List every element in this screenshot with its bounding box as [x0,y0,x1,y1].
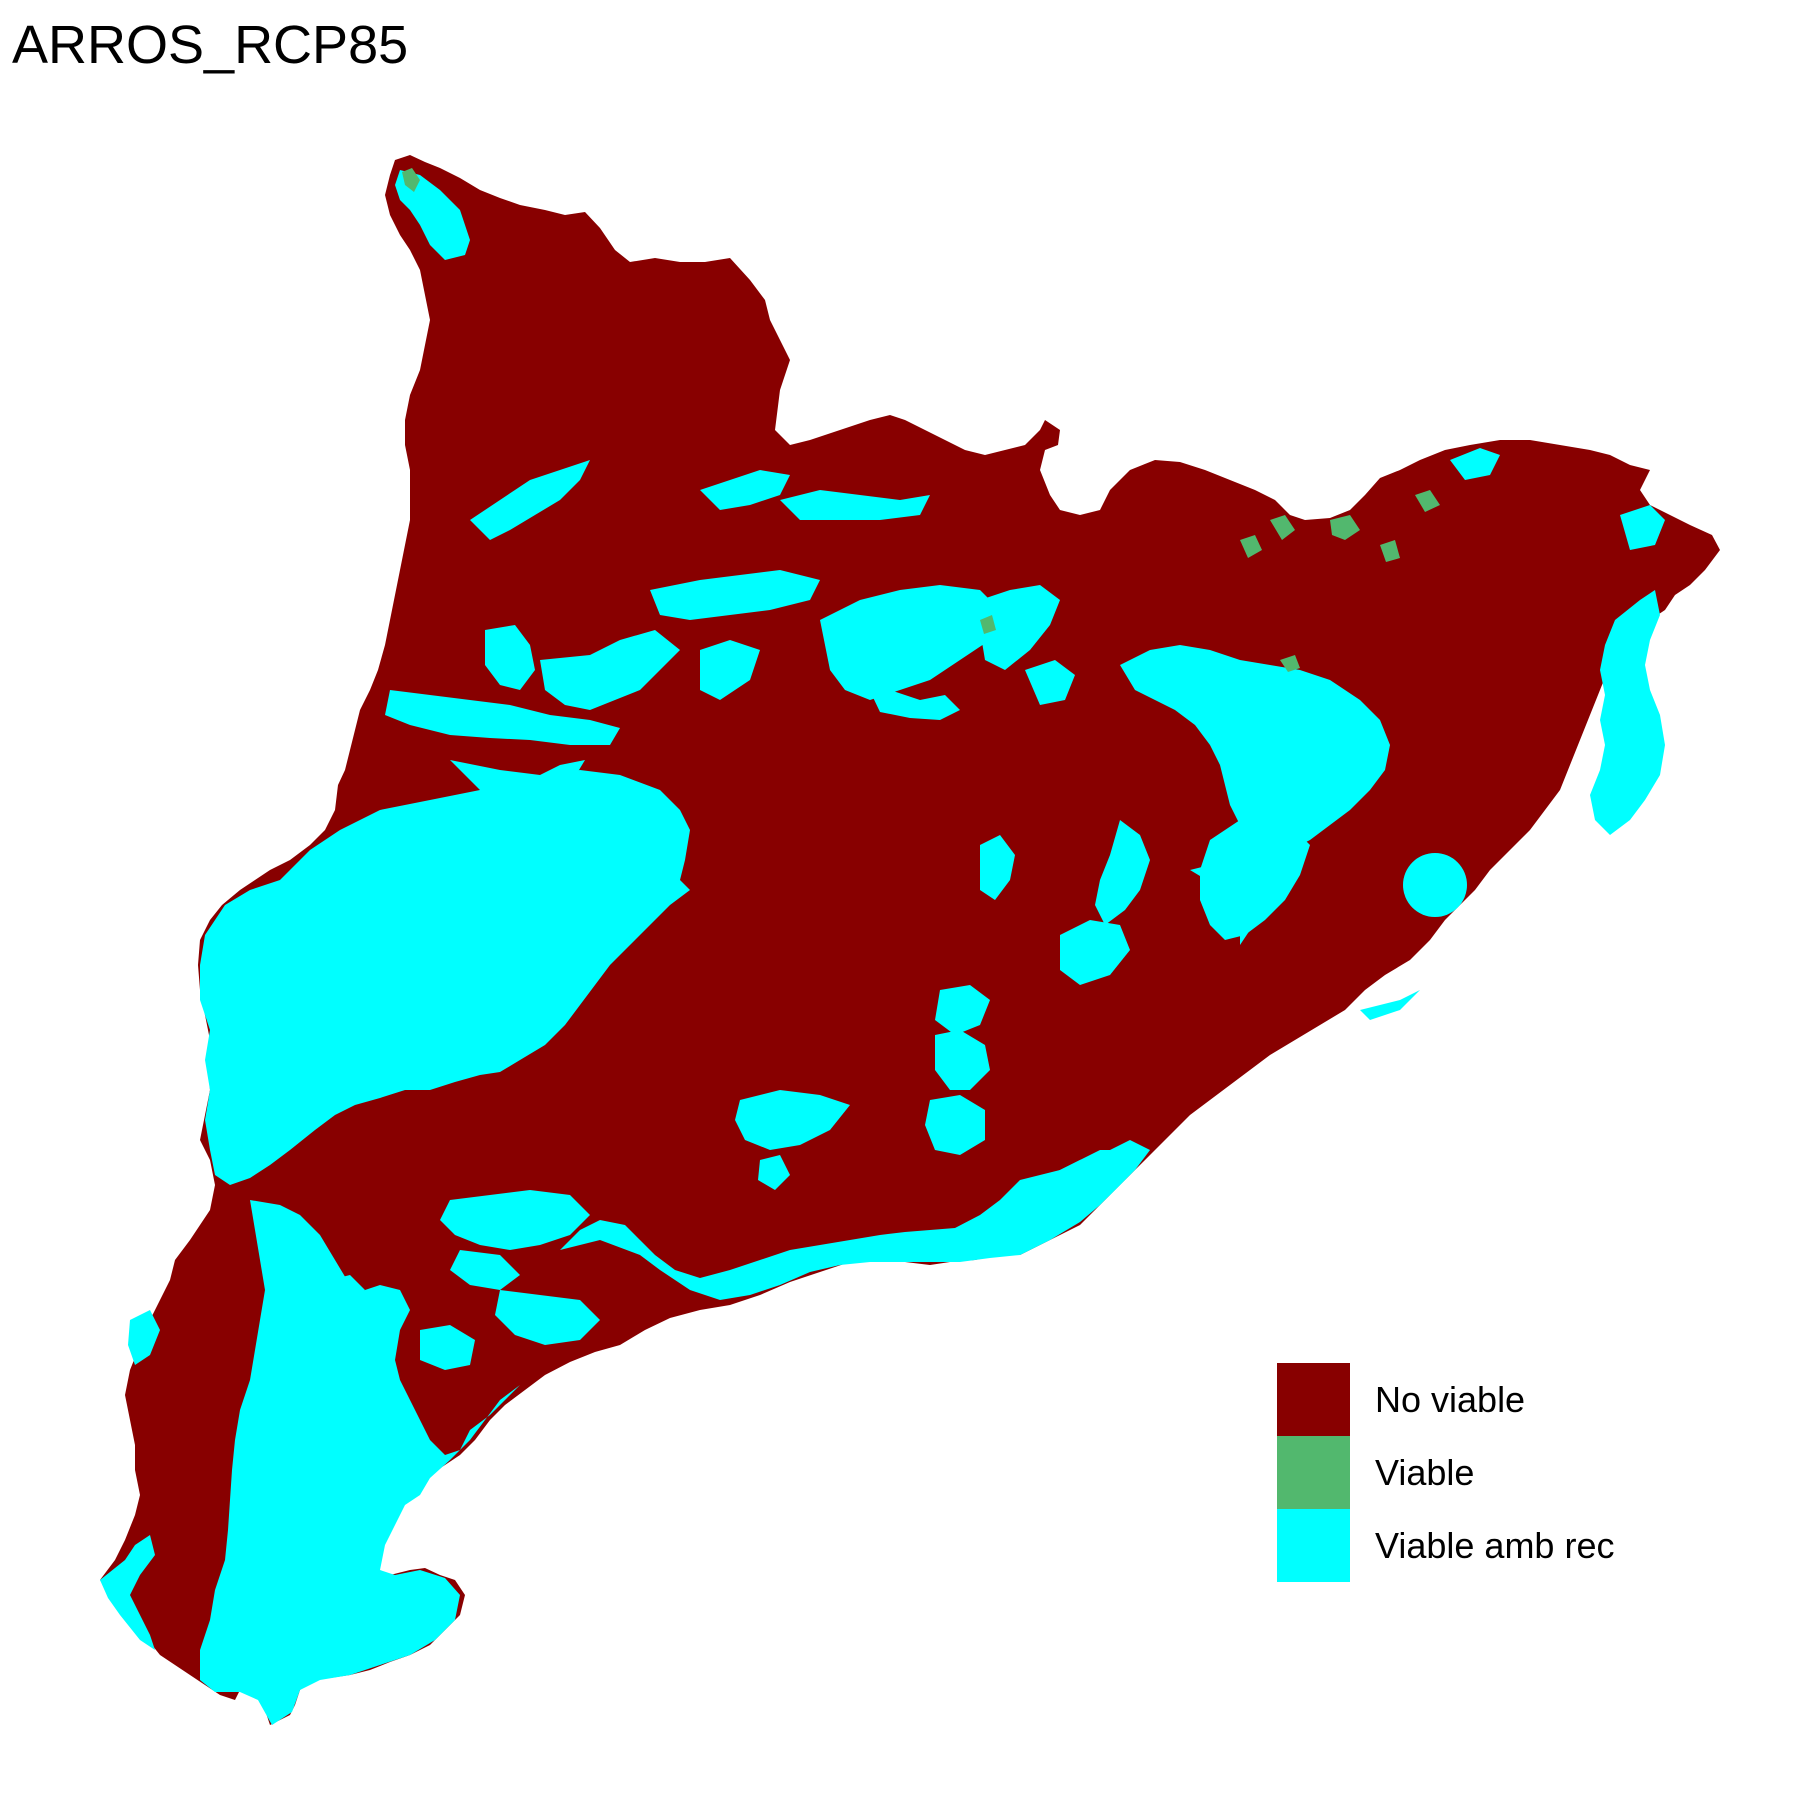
no-viable-region [100,155,1720,1725]
legend-swatch-viable-amb-rec [1277,1509,1350,1582]
legend-swatch-no-viable [1277,1363,1350,1436]
legend-item-no-viable: No viable [1277,1363,1614,1436]
map-legend: No viable Viable Viable amb rec [1277,1363,1614,1582]
legend-label: Viable [1375,1451,1475,1493]
legend-item-viable-amb-rec: Viable amb rec [1277,1509,1614,1582]
legend-item-viable: Viable [1277,1436,1614,1509]
legend-label: Viable amb rec [1375,1524,1615,1566]
viable-amb-rec-areas [100,170,1665,1725]
map-title: ARROS_RCP85 [12,15,409,75]
legend-swatch-viable [1277,1436,1350,1509]
viable-areas [402,168,1440,672]
legend-label: No viable [1375,1378,1526,1420]
